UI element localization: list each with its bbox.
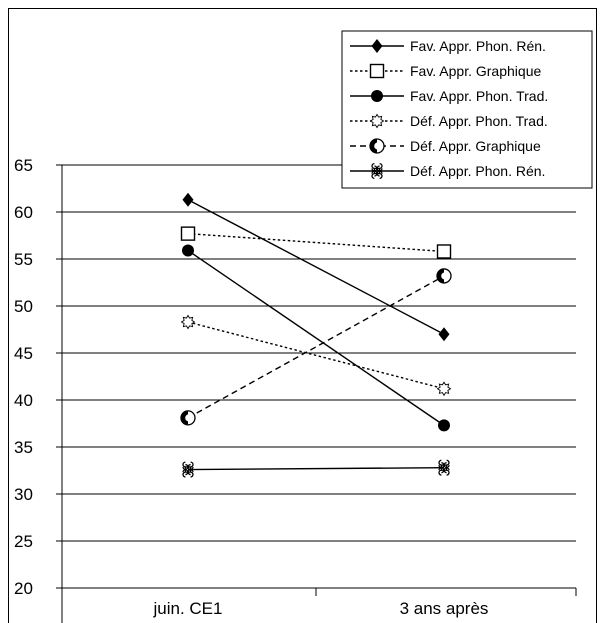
series-5 xyxy=(180,268,452,426)
legend-label-3: Fav. Appr. Phon. Trad. xyxy=(410,88,548,104)
series-3 xyxy=(182,244,450,432)
data-point-s6-1 xyxy=(182,461,194,478)
legend-entry-4: Déf. Appr. Phon. Trad. xyxy=(350,113,548,129)
data-point-s3-1 xyxy=(182,244,194,257)
y-tick-label-30: 30 xyxy=(14,485,33,504)
legend-marker-4 xyxy=(369,113,385,129)
series-line-3 xyxy=(187,249,445,426)
x-tick-label-2: 3 ans après xyxy=(400,599,489,618)
data-point-s1-1 xyxy=(182,192,194,207)
series-group xyxy=(180,192,452,478)
x-tick-label-1: juin. CE1 xyxy=(153,599,223,618)
legend-marker-3 xyxy=(371,90,383,102)
data-point-s2-2 xyxy=(436,244,452,259)
data-point-s5-2 xyxy=(436,268,452,284)
y-tick-label-60: 60 xyxy=(14,203,33,222)
data-point-s4-1 xyxy=(180,314,196,330)
data-point-s2-1 xyxy=(180,226,196,241)
legend-entry-5: Déf. Appr. Graphique xyxy=(350,138,541,154)
data-point-s6-2 xyxy=(438,459,450,476)
y-axis-ticks: 20 25 30 35 40 45 50 55 60 65 xyxy=(14,156,33,598)
data-point-s1-2 xyxy=(438,327,450,342)
legend-entry-6: Déf. Appr. Phon. Rén. xyxy=(350,162,545,180)
data-point-s5-1 xyxy=(180,410,196,426)
y-tick-label-65: 65 xyxy=(14,156,33,175)
series-2 xyxy=(180,226,452,259)
y-tick-label-45: 45 xyxy=(14,344,33,363)
legend-marker-5 xyxy=(369,138,385,154)
y-tick-label-20: 20 xyxy=(14,579,33,598)
legend-label-1: Fav. Appr. Phon. Rén. xyxy=(410,38,546,54)
y-tick-label-25: 25 xyxy=(14,532,33,551)
series-line-1 xyxy=(187,199,445,335)
legend-label-6: Déf. Appr. Phon. Rén. xyxy=(410,163,545,179)
legend-entry-1: Fav. Appr. Phon. Rén. xyxy=(350,38,546,54)
legend-box xyxy=(341,30,593,189)
series-line-6 xyxy=(187,466,445,471)
legend-marker-1 xyxy=(371,39,383,53)
series-4 xyxy=(180,314,452,397)
legend-entry-3: Fav. Appr. Phon. Trad. xyxy=(350,88,548,104)
series-line-4 xyxy=(187,321,445,390)
data-point-s4-2 xyxy=(436,381,452,397)
y-tick-label-50: 50 xyxy=(14,297,33,316)
legend-label-5: Déf. Appr. Graphique xyxy=(410,138,541,154)
series-1 xyxy=(182,192,450,342)
x-axis-ticks: juin. CE1 3 ans après xyxy=(153,599,489,618)
legend-marker-2 xyxy=(369,63,385,79)
series-line-5 xyxy=(187,275,445,419)
data-point-s3-2 xyxy=(438,419,450,432)
legend-entry-2: Fav. Appr. Graphique xyxy=(350,63,541,79)
series-6 xyxy=(182,459,450,478)
legend-label-4: Déf. Appr. Phon. Trad. xyxy=(410,113,548,129)
axes xyxy=(56,165,577,623)
legend: Fav. Appr. Phon. Rén. Fav. Appr. Graphiqu… xyxy=(341,30,593,189)
y-tick-label-55: 55 xyxy=(14,250,33,269)
y-tick-label-40: 40 xyxy=(14,391,33,410)
y-tick-label-35: 35 xyxy=(14,438,33,457)
legend-marker-6 xyxy=(371,162,383,180)
legend-label-2: Fav. Appr. Graphique xyxy=(410,63,541,79)
